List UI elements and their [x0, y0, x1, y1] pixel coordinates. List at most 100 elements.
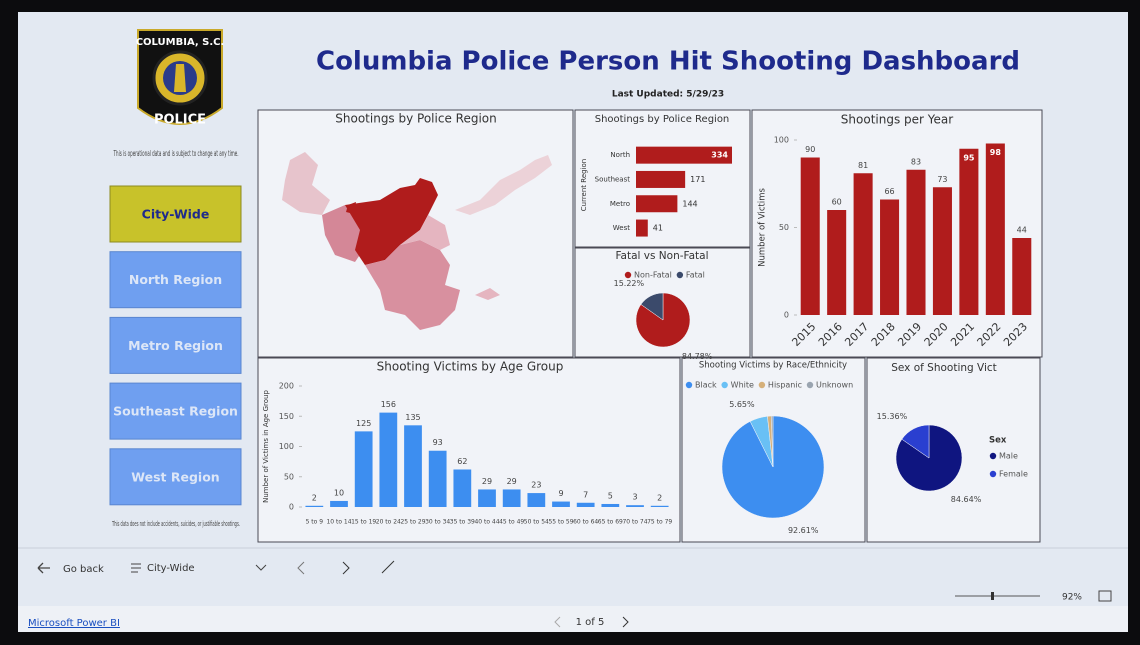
- value-label: 83: [911, 157, 921, 166]
- fit-icon[interactable]: [1098, 590, 1112, 602]
- region-button-label[interactable]: Metro Region: [128, 338, 223, 353]
- pie-slice: [901, 424, 930, 459]
- logo-text: COLUMBIA, S.C.: [136, 37, 225, 48]
- value-label: 15.36%: [877, 412, 908, 421]
- bar: [502, 489, 521, 507]
- x-tick-label: 5 to 9: [306, 519, 324, 526]
- value-label: 334: [711, 151, 728, 160]
- pie-slice: [640, 292, 664, 321]
- y-tick-label: 50: [284, 472, 294, 481]
- x-tick-label: 10 to 14: [326, 519, 351, 526]
- bar: [527, 493, 546, 507]
- legend-swatch: [989, 452, 997, 460]
- sidebar-note: This is operational data and is subject …: [113, 149, 239, 158]
- value-label: 5: [608, 491, 613, 500]
- region-button[interactable]: [109, 251, 242, 309]
- legend-swatch: [685, 381, 693, 389]
- brand-link[interactable]: Microsoft Power BI: [28, 618, 120, 629]
- axis-label: Current Region: [580, 159, 588, 211]
- region-button-label[interactable]: Southeast Region: [113, 404, 238, 419]
- bar: [880, 199, 900, 315]
- legend-label: Male: [999, 452, 1018, 461]
- value-label: 29: [482, 477, 492, 486]
- zoom-level: 92%: [1062, 593, 1082, 603]
- category-label: North: [610, 151, 630, 159]
- value-label: 73: [937, 175, 947, 184]
- bar: [305, 505, 324, 507]
- value-label: 7: [583, 490, 588, 499]
- value-label: 98: [990, 148, 1002, 157]
- value-label: 135: [405, 413, 420, 422]
- x-tick-label: 40 to 44: [474, 519, 499, 526]
- next-icon[interactable]: [342, 561, 350, 575]
- y-tick-label: 150: [279, 412, 294, 421]
- y-tick-label: 100: [774, 136, 789, 145]
- legend-swatch: [721, 381, 728, 389]
- region-button-label[interactable]: City-Wide: [142, 207, 210, 222]
- map: [282, 152, 552, 330]
- dropdown-icon[interactable]: [255, 564, 267, 571]
- chart-title: Shootings per Year: [841, 113, 953, 127]
- bar: [636, 170, 686, 188]
- region-button-label[interactable]: West Region: [131, 469, 219, 484]
- focus-icon[interactable]: [381, 560, 395, 574]
- region-button[interactable]: [109, 448, 242, 506]
- value-label: 15.22%: [614, 279, 645, 288]
- prev-icon[interactable]: [297, 561, 305, 575]
- y-tick-label: 200: [279, 382, 294, 391]
- value-label: 84.78%: [682, 352, 713, 361]
- bar: [650, 505, 669, 507]
- value-label: 84.64%: [951, 495, 982, 504]
- bar: [985, 143, 1005, 315]
- go-back[interactable]: Go back: [63, 564, 104, 575]
- category-label: West: [613, 224, 630, 232]
- axis-label: Number of Victims in Age Group: [262, 390, 270, 503]
- y-tick-label: 0: [289, 503, 294, 512]
- region-button[interactable]: [109, 382, 242, 440]
- bar: [1012, 238, 1032, 315]
- x-tick-label: 30 to 34: [425, 519, 450, 526]
- value-label: 23: [531, 481, 541, 490]
- last-updated: Last Updated: 5/29/23: [612, 90, 724, 100]
- next-page[interactable]: [622, 616, 629, 628]
- value-label: 2: [312, 493, 317, 502]
- panel: [257, 357, 681, 543]
- y-tick-label: 0: [784, 311, 789, 320]
- region-button[interactable]: [109, 185, 242, 243]
- chart-title: Sex of Shooting Vict: [891, 362, 997, 374]
- back-icon[interactable]: [37, 562, 50, 574]
- x-tick-label: 65 to 69: [598, 519, 623, 526]
- bar: [601, 503, 620, 507]
- prev-page[interactable]: [554, 616, 561, 628]
- legend-label: Hispanic: [768, 381, 802, 390]
- bar: [428, 450, 447, 507]
- x-tick-label: 15 to 19: [351, 519, 376, 526]
- x-tick-label: 20 to 24: [376, 519, 401, 526]
- x-tick-label: 35 to 39: [450, 519, 475, 526]
- value-label: 156: [381, 400, 396, 409]
- value-label: 44: [1017, 226, 1027, 235]
- legend-swatch: [758, 381, 766, 389]
- zoom-thumb[interactable]: [991, 592, 994, 600]
- value-label: 95: [963, 153, 975, 162]
- axis-label: Number of Victims: [758, 188, 768, 267]
- value-label: 2: [657, 493, 662, 502]
- region-button[interactable]: [109, 316, 242, 374]
- value-label: 81: [858, 161, 868, 170]
- x-tick-label: 25 to 29: [400, 519, 425, 526]
- x-tick-label: 45 to 49: [499, 519, 524, 526]
- legend-label: Female: [999, 470, 1028, 479]
- bar: [576, 502, 595, 507]
- bar: [636, 146, 732, 164]
- bar: [800, 157, 820, 315]
- value-label: 3: [632, 493, 637, 502]
- value-label: 171: [690, 175, 705, 184]
- value-label: 5.65%: [729, 400, 755, 409]
- legend-label: Black: [695, 381, 717, 390]
- legend-swatch: [989, 470, 997, 478]
- page-select[interactable]: City-Wide: [147, 563, 195, 574]
- region-button-label[interactable]: North Region: [129, 272, 222, 287]
- value-label: 60: [832, 198, 842, 207]
- bar: [354, 431, 373, 507]
